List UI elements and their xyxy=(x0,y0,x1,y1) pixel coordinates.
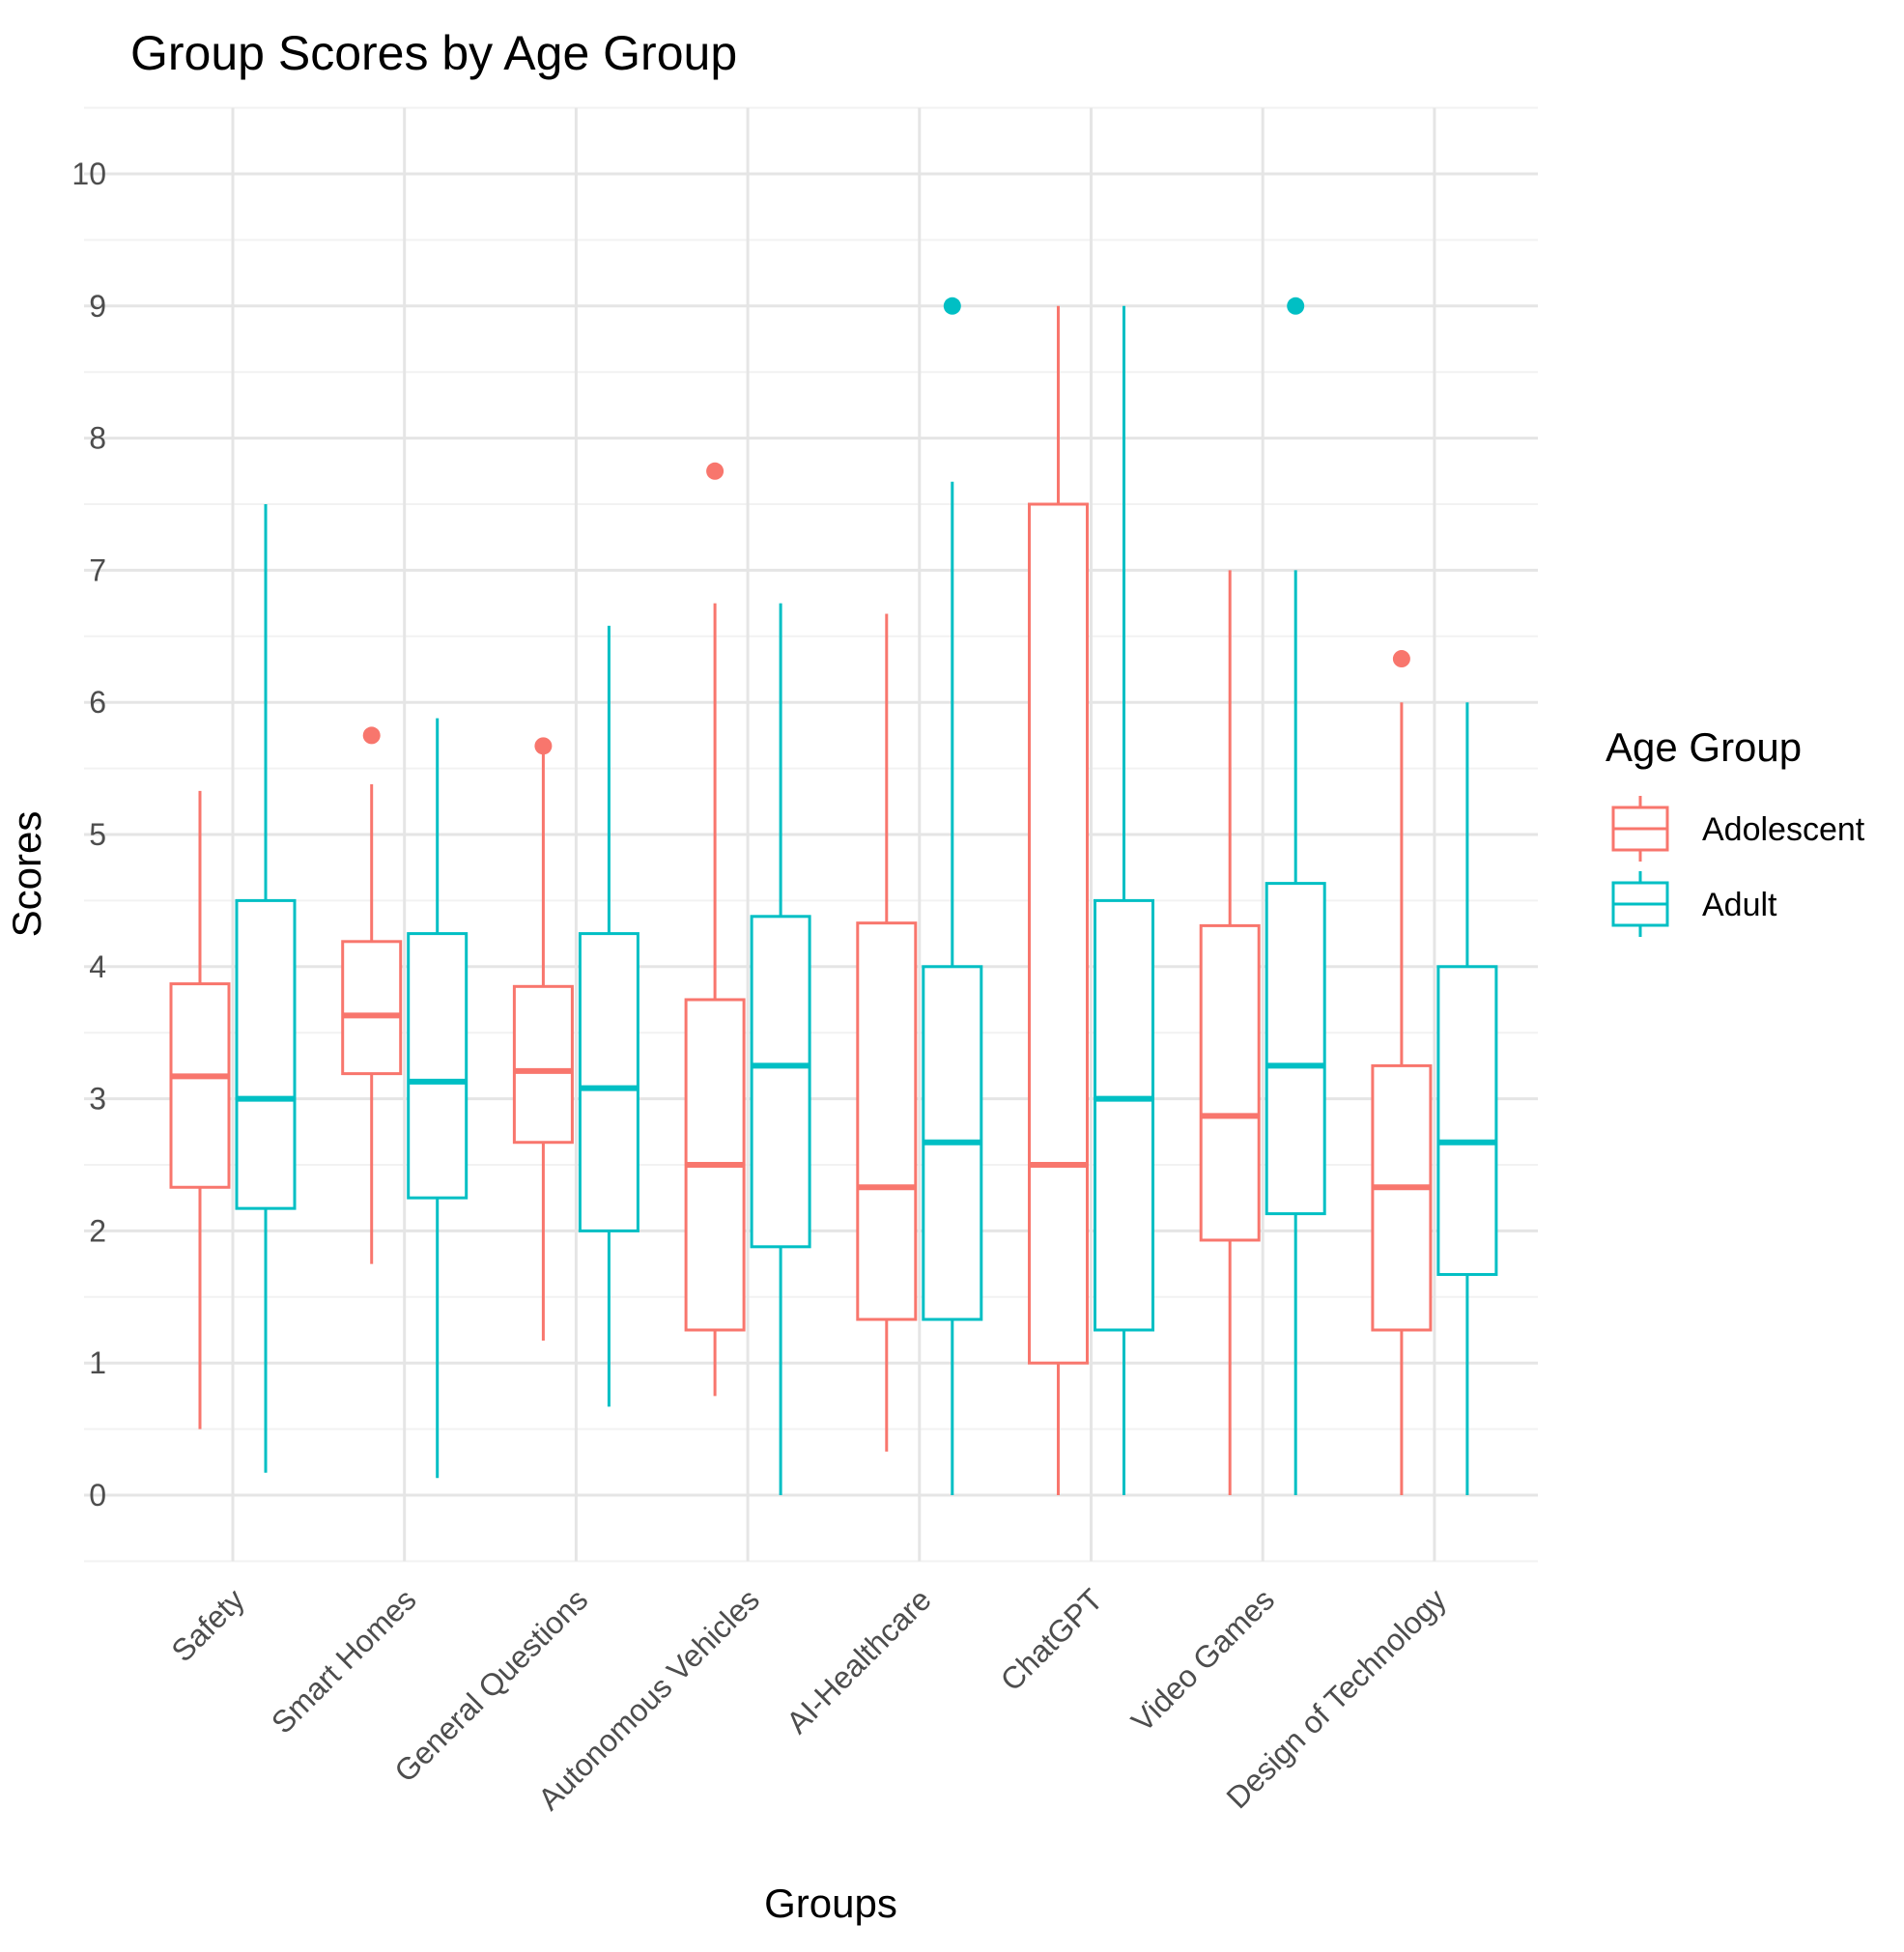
legend-item-adult: Adult xyxy=(1611,871,1777,937)
iqr-box xyxy=(1094,898,1154,1332)
iqr-box xyxy=(750,915,811,1249)
box-adult-ai-healthcare xyxy=(922,297,983,1495)
iqr-box xyxy=(235,898,297,1210)
y-tick-label: 0 xyxy=(89,1478,106,1513)
outlier-point xyxy=(706,462,725,480)
chart-title: Group Scores by Age Group xyxy=(130,26,737,80)
box-adult-safety xyxy=(235,504,297,1473)
iqr-box xyxy=(856,921,918,1321)
y-axis-title: Scores xyxy=(4,811,49,938)
y-tick-label: 3 xyxy=(89,1082,106,1117)
y-tick-label: 1 xyxy=(89,1345,106,1380)
x-axis-title: Groups xyxy=(764,1881,897,1926)
iqr-box xyxy=(1436,965,1498,1277)
y-tick-label: 9 xyxy=(89,289,106,324)
box-adolescent-safety xyxy=(169,790,231,1429)
iqr-box xyxy=(1371,1063,1433,1332)
iqr-box xyxy=(578,932,639,1232)
legend-item-adolescent: Adolescent xyxy=(1611,796,1865,862)
y-tick-label: 10 xyxy=(71,156,106,191)
box-adult-chatgpt xyxy=(1094,305,1154,1495)
y-tick-label: 2 xyxy=(89,1213,106,1248)
box-adult-video-games xyxy=(1265,297,1326,1495)
iqr-box xyxy=(1028,502,1089,1365)
box-adult-autonomous-vehicles xyxy=(750,603,811,1495)
box-adult-smart-homes xyxy=(407,718,469,1479)
box-adolescent-ai-healthcare xyxy=(856,613,918,1452)
iqr-box xyxy=(341,940,403,1076)
y-tick-label: 7 xyxy=(89,552,106,587)
box-adolescent-autonomous-vehicles xyxy=(684,462,746,1397)
outlier-point xyxy=(1392,650,1410,668)
box-adolescent-general-questions xyxy=(512,737,574,1341)
box-adult-design-of-technology xyxy=(1436,702,1498,1495)
y-tick-label: 5 xyxy=(89,817,106,852)
outlier-point xyxy=(1287,297,1305,315)
legend-title: Age Group xyxy=(1606,724,1802,770)
y-tick-label: 4 xyxy=(89,949,106,984)
legend: Age Group Adolescent Adult xyxy=(1606,724,1865,937)
y-tick-label: 8 xyxy=(89,421,106,456)
box-adolescent-design-of-technology xyxy=(1371,650,1433,1495)
iqr-box xyxy=(407,932,469,1200)
iqr-box xyxy=(1199,923,1261,1242)
outlier-point xyxy=(362,726,381,745)
iqr-box xyxy=(1265,882,1326,1216)
box-adult-general-questions xyxy=(578,625,639,1407)
y-tick-label: 6 xyxy=(89,685,106,720)
box-adolescent-chatgpt xyxy=(1028,305,1089,1495)
outlier-point xyxy=(534,737,553,755)
iqr-box xyxy=(512,984,574,1145)
box-adolescent-video-games xyxy=(1199,570,1261,1495)
iqr-box xyxy=(169,982,231,1189)
legend-label: Adult xyxy=(1702,887,1777,923)
box-plots xyxy=(169,297,1498,1495)
legend-label: Adolescent xyxy=(1702,811,1865,848)
box-adolescent-smart-homes xyxy=(341,726,403,1264)
outlier-point xyxy=(943,297,961,315)
